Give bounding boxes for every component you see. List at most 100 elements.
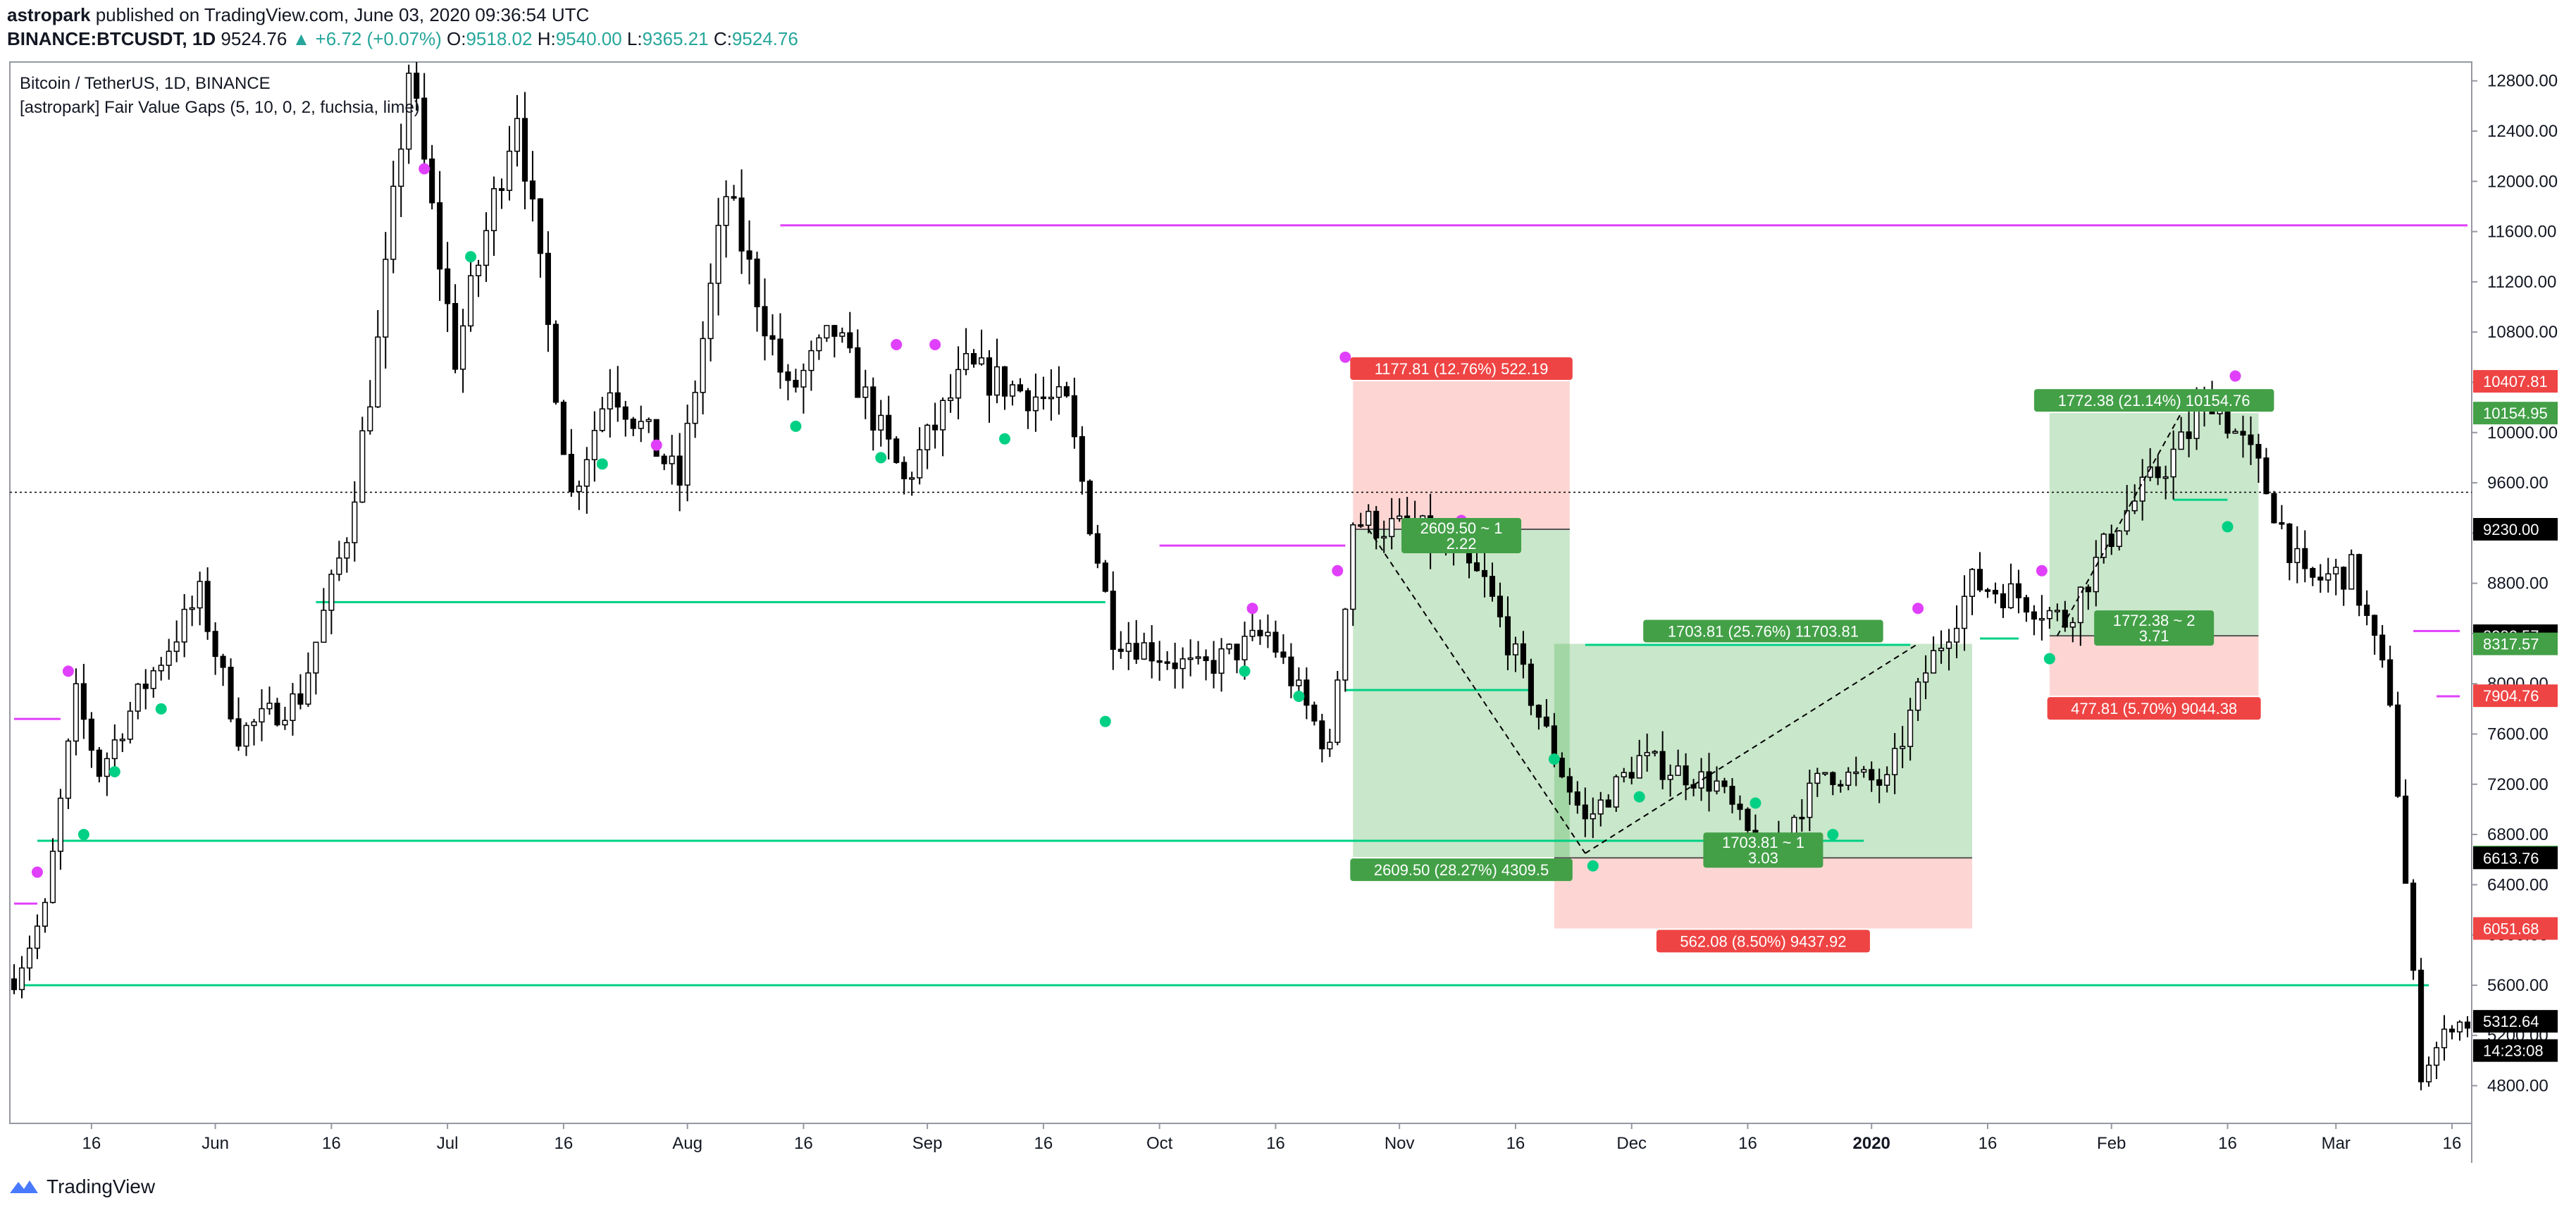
- footer-brand[interactable]: TradingView: [47, 1176, 156, 1197]
- candle-body: [421, 97, 428, 160]
- candle-body: [1389, 518, 1395, 538]
- candles: [11, 62, 2471, 1091]
- candle-body: [901, 462, 908, 479]
- candle-body: [2410, 882, 2417, 971]
- candle-body: [1218, 648, 1225, 674]
- x-tick-label: Jul: [437, 1134, 459, 1153]
- candle-body: [1381, 536, 1387, 539]
- candle-body: [251, 721, 257, 727]
- candle-body: [445, 268, 451, 304]
- bearish-gap-dot: [1912, 603, 1924, 615]
- candle-body: [1226, 643, 1232, 650]
- candle-body: [1566, 776, 1573, 793]
- candle-body: [383, 259, 389, 338]
- candle-body: [111, 739, 118, 760]
- price-tag: 9230.00: [2483, 521, 2539, 538]
- price-axis[interactable]: 4800.005200.005600.006000.006400.006800.…: [2472, 72, 2558, 1096]
- candle-body: [1946, 641, 1952, 649]
- bearish-gap-dot: [929, 339, 941, 351]
- bearish-gap-dot: [891, 339, 903, 351]
- candle-body: [2162, 476, 2169, 479]
- time-axis[interactable]: 16 Jun 16 Jul 16 Aug 16 Sep 16 Oct 16 Nov 16 Dec 16 202…: [82, 1123, 2461, 1153]
- candle-body: [2456, 1021, 2463, 1032]
- candle-body: [1017, 384, 1023, 392]
- dashed-trend-line: [1585, 643, 1919, 854]
- candle-body: [2387, 659, 2394, 706]
- candle-body: [855, 347, 861, 398]
- tradingview-logo-icon: [10, 1180, 38, 1193]
- candle-body: [460, 325, 466, 370]
- candle-body: [731, 196, 737, 199]
- candle-body: [352, 501, 358, 543]
- bullish-gap-dot: [1750, 797, 1761, 809]
- candle-body: [297, 693, 304, 705]
- candle-body: [142, 684, 149, 689]
- open-value: 9518.02: [466, 28, 533, 49]
- bullish-gap-dot: [790, 420, 802, 432]
- candle-body: [73, 683, 79, 742]
- candle-body: [406, 73, 412, 150]
- candle-body: [2155, 466, 2161, 479]
- candle-body: [955, 369, 962, 399]
- x-tick-label: Jun: [202, 1134, 229, 1153]
- candle-body: [1613, 776, 1619, 808]
- candle-body: [2031, 611, 2037, 620]
- bullish-gap-dot: [1099, 715, 1111, 727]
- profit-zone: [1353, 529, 1570, 858]
- loss-label: 477.81 (5.70%) 9044.38: [2071, 700, 2237, 717]
- candle-body: [2077, 586, 2083, 624]
- candle-body: [2348, 554, 2355, 590]
- candle-body: [1288, 656, 1294, 686]
- x-tick-label: Dec: [1616, 1134, 1647, 1153]
- candle-body: [2170, 448, 2176, 478]
- profit-label: 1703.81 (25.76%) 11703.81: [1668, 623, 1859, 641]
- candle-body: [1086, 481, 1093, 535]
- bullish-gap-dot: [78, 829, 89, 841]
- footer: TradingView: [8, 1176, 155, 1198]
- y-tick-label: 10000.00: [2487, 424, 2558, 443]
- candle-body: [1644, 752, 1650, 756]
- candle-body: [1366, 510, 1372, 526]
- candle-body: [514, 118, 521, 152]
- candle-body: [1512, 643, 1518, 655]
- candle-body: [1156, 660, 1163, 663]
- candle-body: [204, 581, 211, 632]
- candle-body: [483, 230, 490, 266]
- x-tick-label: 16: [322, 1134, 341, 1153]
- profit-label: 2609.50 (28.27%) 4309.5: [1374, 861, 1549, 879]
- candle-body: [1296, 679, 1302, 686]
- candle-body: [1535, 705, 1542, 718]
- candle-body: [2139, 476, 2145, 502]
- candle-body: [839, 332, 846, 337]
- candle-body: [808, 350, 815, 371]
- author-name[interactable]: astropark: [7, 4, 91, 25]
- bullish-gap-dot: [1827, 829, 1839, 841]
- ratio-label: 2609.50 ~ 1: [1420, 519, 1503, 537]
- high-value: 9540.00: [555, 28, 622, 49]
- candle-body: [2279, 522, 2285, 525]
- candle-body: [243, 724, 249, 747]
- candle-body: [1148, 642, 1155, 662]
- candle-body: [793, 379, 799, 388]
- candle-body: [57, 797, 63, 852]
- ratio-sub-label: 3.03: [1748, 849, 1778, 867]
- candle-body: [1659, 751, 1666, 780]
- bullish-gap-dot: [465, 251, 477, 263]
- candle-body: [1141, 642, 1147, 660]
- candle-body: [932, 424, 939, 431]
- candle-body: [1520, 643, 1526, 665]
- candle-body: [1892, 748, 1898, 775]
- dashed-trend-line: [2056, 412, 2182, 636]
- candle-body: [2000, 593, 2006, 609]
- candle-body: [1931, 650, 1937, 674]
- candle-body: [1473, 562, 1480, 572]
- candle-body: [42, 901, 48, 927]
- candle-body: [476, 264, 482, 277]
- candle-body: [2286, 523, 2293, 563]
- candle-body: [1838, 784, 1844, 787]
- price-tag: 7904.76: [2483, 687, 2539, 705]
- candle-body: [591, 430, 597, 460]
- candle-body: [2317, 576, 2324, 581]
- price-tag-bg: [2473, 684, 2558, 708]
